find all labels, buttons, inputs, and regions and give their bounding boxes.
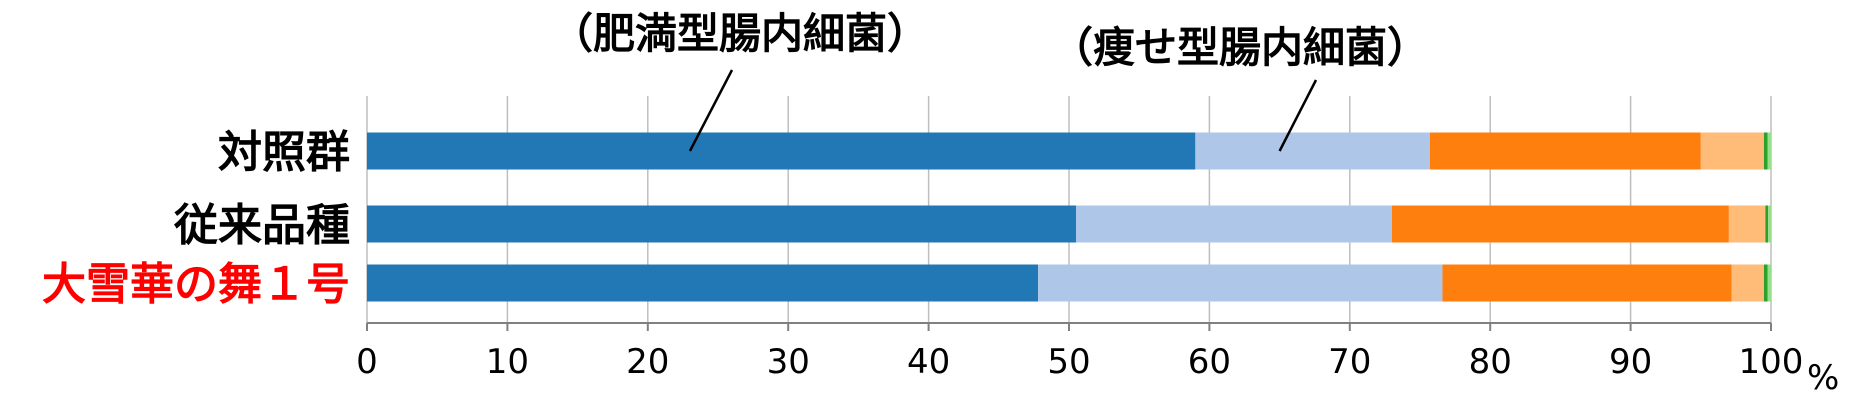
x-tick-label-100: 100: [1739, 342, 1804, 382]
bar-1-segment-4: [1765, 205, 1769, 243]
annotations: （肥満型腸内細菌） （痩せ型腸内細菌）: [551, 9, 1429, 152]
bar-2-segment-0: [367, 264, 1039, 302]
x-tick-label-20: 20: [626, 342, 669, 382]
bar-0-segment-3: [1700, 132, 1764, 170]
bar-1-segment-5: [1768, 205, 1771, 243]
category-label-1: 従来品種: [173, 200, 350, 251]
x-tick-label-10: 10: [486, 342, 529, 382]
x-tick-label-30: 30: [767, 342, 810, 382]
annotation-leader-1: [1278, 79, 1318, 152]
annotation-leader-0: [688, 69, 734, 152]
x-tick-label-40: 40: [907, 342, 950, 382]
bar-2-segment-1: [1038, 264, 1443, 302]
bar-1-segment-2: [1391, 205, 1729, 243]
bar-2-segment-5: [1767, 264, 1771, 302]
bar-1-segment-1: [1076, 205, 1392, 243]
x-tick-label-80: 80: [1469, 342, 1512, 382]
bar-1-segment-3: [1728, 205, 1766, 243]
x-tick-label-90: 90: [1609, 342, 1652, 382]
category-label-0: 対照群: [218, 127, 350, 178]
x-tick-label-70: 70: [1328, 342, 1371, 382]
bar-2-segment-4: [1763, 264, 1768, 302]
category-label-2: 大雪華の舞１号: [42, 259, 350, 310]
bar-1-segment-0: [367, 205, 1077, 243]
x-unit-label: %: [1807, 358, 1839, 398]
x-tick-label-0: 0: [356, 342, 378, 382]
annotation-label-0: （肥満型腸内細菌）: [551, 9, 929, 58]
bar-0-segment-2: [1429, 132, 1701, 170]
bar-0-segment-5: [1767, 132, 1771, 170]
bar-0-segment-4: [1763, 132, 1768, 170]
bar-0-segment-0: [367, 132, 1196, 170]
bar-0-segment-1: [1195, 132, 1430, 170]
x-tick-label-60: 60: [1188, 342, 1231, 382]
bar-2-segment-3: [1731, 264, 1764, 302]
x-axis: 0 10 20 30 40 50 60 70 80 90 100%: [356, 322, 1839, 398]
annotation-label-1: （痩せ型腸内細菌）: [1051, 23, 1429, 72]
bars-layer: [367, 132, 1771, 302]
bar-2-segment-2: [1442, 264, 1732, 302]
x-tick-label-50: 50: [1047, 342, 1090, 382]
